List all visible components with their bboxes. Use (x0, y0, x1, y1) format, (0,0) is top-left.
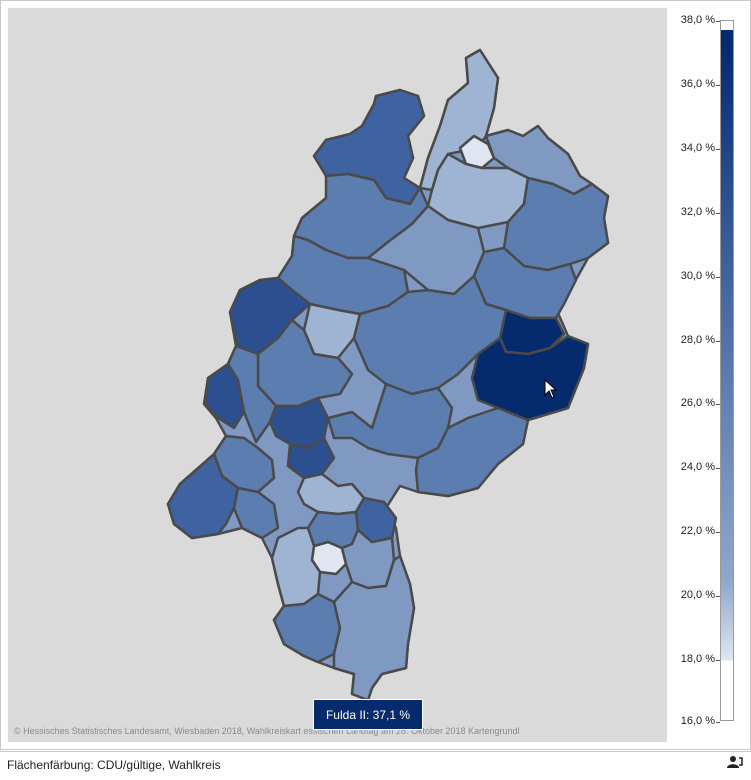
legend-tick: 34,0 % (669, 142, 720, 154)
hesse-map[interactable] (8, 8, 667, 742)
region-main-taunus[interactable] (268, 396, 330, 450)
mouse-cursor-icon (544, 379, 558, 399)
user-settings-icon[interactable] (727, 752, 743, 779)
region-hersfeld-rotenburg[interactable] (502, 176, 610, 272)
legend-color-bar (720, 20, 734, 721)
region-odenwald[interactable] (332, 554, 416, 702)
legend-tick: 36,0 % (669, 78, 720, 90)
copyright-notice: © Hessisches Statistisches Landesamt, Wi… (14, 726, 520, 736)
region-gross-gerau[interactable] (232, 486, 280, 540)
legend-tick: 22,0 % (669, 525, 720, 537)
region-fulda-ii[interactable] (470, 334, 590, 422)
legend-tick: 24,0 % (669, 461, 720, 473)
legend-tick: 20,0 % (669, 589, 720, 601)
legend-tick: 32,0 % (669, 206, 720, 218)
status-text: Flächenfärbung: CDU/gültige, Wahlkreis (7, 758, 221, 772)
legend-tick: 30,0 % (669, 270, 720, 282)
region-marburg-stadt[interactable] (366, 204, 486, 296)
region-main-kinzig-ost[interactable] (414, 406, 530, 498)
legend-tick: 18,0 % (669, 653, 720, 665)
status-bar: Flächenfärbung: CDU/gültige, Wahlkreis (0, 751, 751, 780)
legend-tick: 38,0 % (669, 14, 720, 26)
region-tooltip: Fulda II: 37,1 % (313, 699, 423, 730)
legend-tick: 16,0 % (669, 715, 720, 727)
region-darmstadt-dieburg-nord[interactable] (306, 510, 360, 550)
region-bergstrasse-west[interactable] (270, 526, 322, 608)
legend-tick: 28,0 % (669, 334, 720, 346)
region-wiesbaden-1[interactable] (286, 436, 336, 480)
color-legend: 38,0 % 36,0 % 34,0 % 32,0 % 30,0 % 28,0 … (669, 8, 750, 742)
choropleth-map[interactable]: © Hessisches Statistisches Landesamt, Wi… (8, 8, 667, 742)
map-window: © Hessisches Statistisches Landesamt, Wi… (0, 0, 751, 750)
legend-tick: 26,0 % (669, 397, 720, 409)
